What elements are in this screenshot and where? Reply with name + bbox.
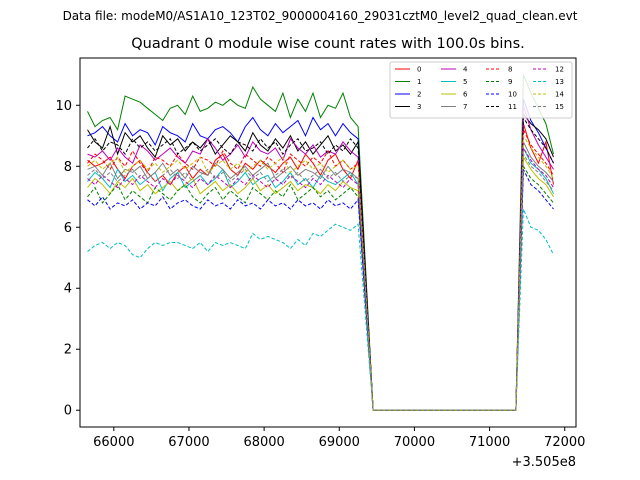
series-line-3 xyxy=(87,113,554,411)
series-line-6 xyxy=(87,155,554,411)
series-line-13 xyxy=(87,208,554,411)
legend-label-11: 11 xyxy=(508,103,517,111)
series-line-5 xyxy=(87,147,554,411)
x-axis: 66000 67000 68000 69000 70000 71000 72000 xyxy=(93,427,585,450)
legend-label-4: 4 xyxy=(463,66,468,74)
series-line-15 xyxy=(87,152,554,411)
y-tick-label: 6 xyxy=(64,221,72,236)
legend-label-3: 3 xyxy=(417,103,421,111)
legend-label-6: 6 xyxy=(463,91,468,99)
series-line-8 xyxy=(87,129,554,411)
y-tick-label: 2 xyxy=(64,343,72,358)
y-tick-label: 8 xyxy=(64,160,72,175)
x-tick-label: 72000 xyxy=(544,435,585,450)
plot-frame xyxy=(79,57,577,428)
x-tick-label: 68000 xyxy=(243,435,284,450)
figure-suptitle: Data file: modeM0/AS1A10_123T02_90000041… xyxy=(63,9,578,23)
series-line-10 xyxy=(87,169,554,411)
legend-label-12: 12 xyxy=(555,66,564,74)
legend-label-8: 8 xyxy=(508,66,512,74)
legend-label-14: 14 xyxy=(555,91,564,99)
x-tick-label: 67000 xyxy=(168,435,209,450)
legend-label-13: 13 xyxy=(555,78,564,86)
legend-label-5: 5 xyxy=(463,78,467,86)
x-tick-label: 66000 xyxy=(93,435,134,450)
series-line-11 xyxy=(87,115,554,411)
legend-label-9: 9 xyxy=(508,78,512,86)
series-line-12 xyxy=(87,146,554,411)
series-line-9 xyxy=(87,164,554,411)
y-axis: 0 2 4 6 8 10 xyxy=(55,99,80,419)
series-line-2 xyxy=(87,99,554,411)
x-tick-label: 69000 xyxy=(319,435,360,450)
series-line-4 xyxy=(87,105,554,411)
x-offset-label: +3.505e8 xyxy=(512,455,576,470)
legend-label-7: 7 xyxy=(463,103,467,111)
y-tick-label: 4 xyxy=(64,282,72,297)
legend-label-15: 15 xyxy=(555,103,564,111)
legend-label-1: 1 xyxy=(417,78,421,86)
series-line-14 xyxy=(87,134,554,411)
series-line-1 xyxy=(87,74,554,411)
legend-box xyxy=(389,61,573,119)
y-tick-label: 0 xyxy=(64,404,72,419)
series-lines xyxy=(87,74,554,411)
legend-label-10: 10 xyxy=(508,91,517,99)
chart-title: Quadrant 0 module wise count rates with … xyxy=(131,36,525,52)
legend-label-0: 0 xyxy=(417,66,421,74)
series-line-0 xyxy=(87,123,554,411)
series-line-7 xyxy=(87,141,554,411)
y-tick-label: 10 xyxy=(55,99,72,114)
legend-label-2: 2 xyxy=(417,91,421,99)
x-tick-label: 71000 xyxy=(469,435,510,450)
x-tick-label: 70000 xyxy=(394,435,435,450)
